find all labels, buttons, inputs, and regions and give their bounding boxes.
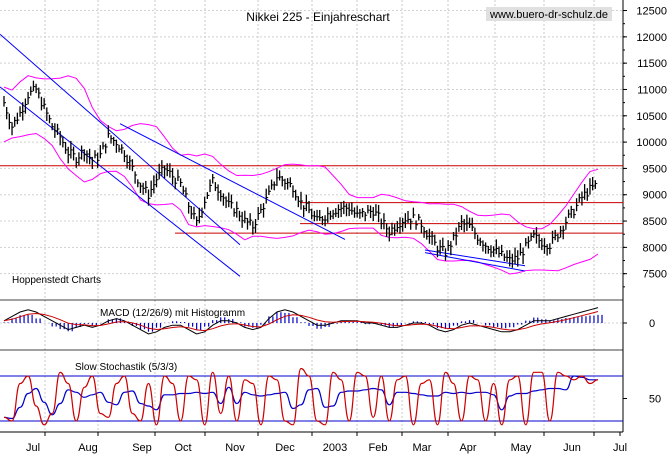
y-tick-label: 11000 (637, 84, 667, 96)
x-tick-label: Feb (369, 442, 388, 454)
x-tick-label: Oct (174, 442, 191, 454)
x-tick-label: Nov (225, 442, 245, 454)
y-tick-label: 12000 (636, 32, 667, 44)
x-tick-label: 2003 (323, 442, 347, 454)
y-tick-label: 10000 (636, 137, 667, 149)
trend-line (119, 123, 346, 240)
y-tick-label: 8000 (643, 242, 667, 254)
watermark: www.buero-dr-schulz.de (489, 9, 608, 21)
macd-label: MACD (12/26/9) mit Histogramm (100, 308, 245, 319)
y-tick-label: 11500 (637, 58, 667, 70)
macd-signal-line (3, 311, 599, 332)
x-tick-label: Dec (275, 442, 295, 454)
x-tick-label: May (511, 442, 532, 454)
x-tick-label: Jul (613, 442, 627, 454)
y-tick-label: 12500 (636, 6, 667, 18)
watermark-box (486, 7, 612, 21)
x-tick-label: Jul (26, 442, 40, 454)
trend-line (424, 249, 526, 267)
trend-line (0, 33, 241, 246)
source-label: Hoppenstedt Charts (12, 275, 101, 286)
trend-line (424, 252, 526, 272)
x-tick-label: Jun (563, 442, 581, 454)
bollinger-upper-line (3, 75, 599, 230)
y-tick-label: 10500 (636, 111, 667, 123)
trend-line (0, 86, 241, 277)
x-tick-label: Apr (459, 442, 476, 454)
y-tick-label: 8500 (643, 216, 667, 228)
chart-title: Nikkei 225 - Einjahreschart (246, 10, 390, 24)
x-tick-label: Mar (413, 442, 432, 454)
stochastic-tick-label: 50 (649, 394, 661, 406)
stochastic-label: Slow Stochastik (5/3/3) (75, 362, 177, 373)
y-tick-label: 7500 (643, 269, 667, 281)
x-tick-label: Sep (132, 442, 152, 454)
y-tick-label: 9000 (643, 190, 667, 202)
stochastic-d-line (3, 375, 598, 420)
macd-line (3, 307, 599, 335)
bollinger-lower-line (3, 132, 599, 275)
macd-tick-label: 0 (649, 318, 655, 330)
y-tick-label: 9500 (643, 163, 667, 175)
x-tick-label: Aug (78, 442, 98, 454)
stochastic-k-line (3, 367, 599, 426)
